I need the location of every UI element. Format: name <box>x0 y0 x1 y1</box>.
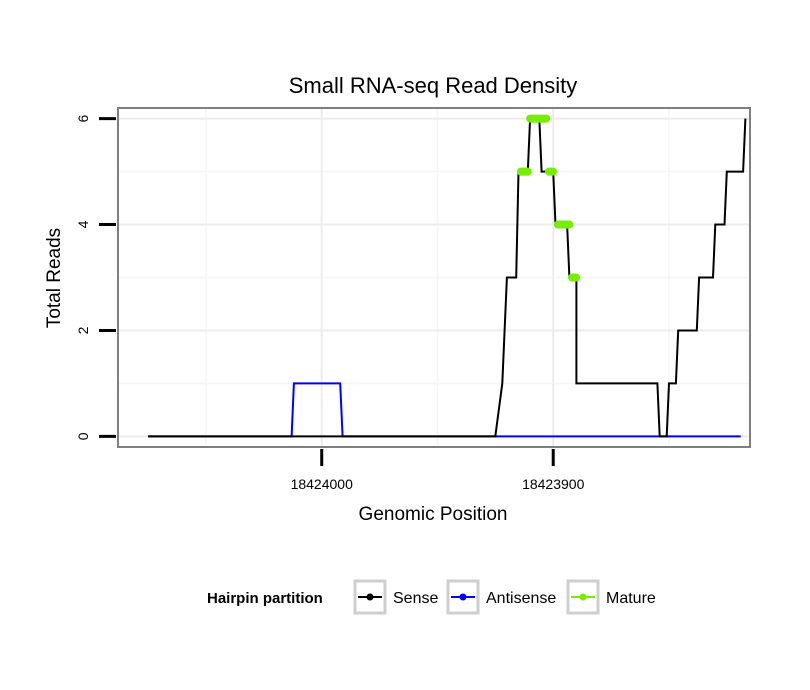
y-tick-label-3: 6 <box>75 114 91 122</box>
axes: 0 2 4 6 18424000 18423900 <box>75 114 585 492</box>
y-tick-label-0: 0 <box>75 432 91 440</box>
x-axis-label: Genomic Position <box>359 504 508 525</box>
legend-title: Hairpin partition <box>207 590 323 607</box>
x-tick-label-0: 18424000 <box>291 476 354 492</box>
series-line-sense <box>148 117 747 438</box>
legend-key-dot-mature <box>579 593 587 601</box>
legend-key-dot-antisense <box>459 593 467 601</box>
y-tick-label-2: 4 <box>75 220 91 228</box>
legend-label-mature: Mature <box>606 590 656 607</box>
chart-title: Small RNA-seq Read Density <box>289 73 578 98</box>
y-axis-label: Total Reads <box>44 228 65 328</box>
series-layer <box>148 114 747 438</box>
legend: Hairpin partition Sense Antisense Mature <box>207 579 656 615</box>
legend-label-antisense: Antisense <box>486 590 556 607</box>
grid <box>118 108 750 447</box>
legend-label-sense: Sense <box>393 590 438 607</box>
legend-key-dot-sense <box>366 593 374 601</box>
y-tick-label-1: 2 <box>75 326 91 334</box>
plot-panel-border <box>117 107 751 448</box>
x-tick-label-1: 18423900 <box>522 476 585 492</box>
